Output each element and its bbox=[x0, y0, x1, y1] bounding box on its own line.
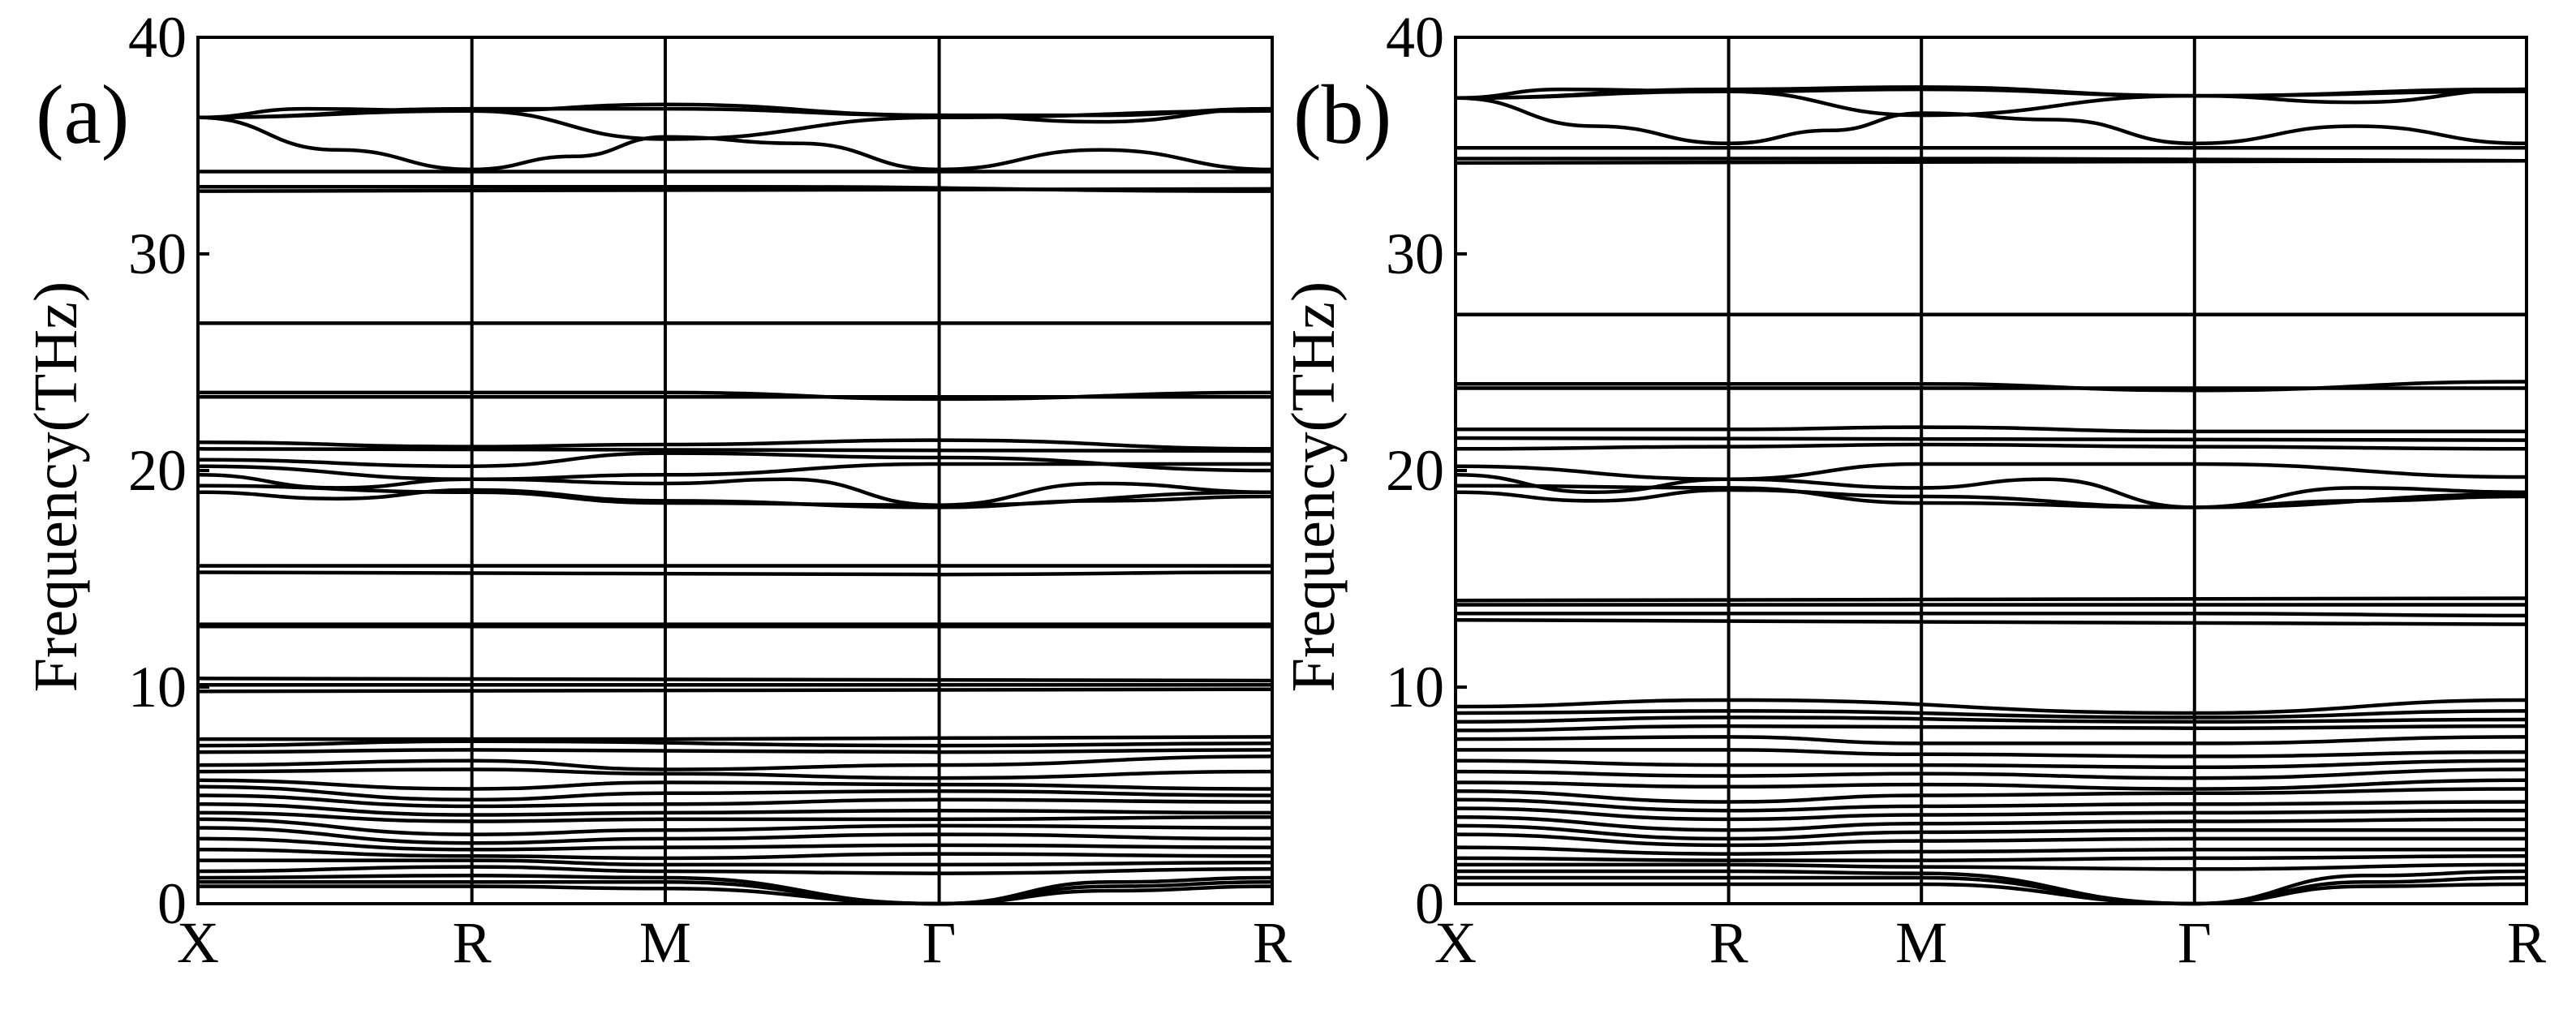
panel-b-band-28 bbox=[1455, 758, 2527, 770]
panel-b-band-40 bbox=[1456, 869, 2527, 906]
panel-a-band-34 bbox=[197, 810, 1273, 823]
panel-b-band-16 bbox=[1455, 483, 2527, 509]
panel-b-band-29 bbox=[1455, 767, 2527, 780]
panel-b-band-11 bbox=[1456, 425, 2527, 434]
panel-a-ytick-label-2: 20 bbox=[128, 438, 187, 503]
panel-b-band-7 bbox=[1455, 158, 2527, 165]
panel-a-band-40 bbox=[197, 865, 1273, 875]
panel-a-ytick-label-0: 0 bbox=[157, 871, 187, 936]
panel-a-band-41 bbox=[197, 874, 1273, 906]
panel-a-band-28 bbox=[197, 754, 1273, 771]
panel-b-band-31 bbox=[1455, 787, 2527, 804]
panel-b-band-35 bbox=[1455, 823, 2527, 841]
panel-b-ytick-label-1: 10 bbox=[1386, 655, 1444, 720]
panel-a-xtick-label-1: R bbox=[453, 910, 492, 975]
panel-b-band-3 bbox=[1455, 96, 2527, 146]
panel-a-band-19 bbox=[197, 570, 1273, 577]
panel-a-band-29 bbox=[197, 767, 1273, 780]
panel-b-band-38 bbox=[1455, 854, 2527, 862]
panel-b-band-23 bbox=[1455, 709, 2527, 720]
panel-a: Frequency(THz) (a) 0 10 20 30 40 X R M Γ R bbox=[22, 5, 1292, 975]
panel-b-ytick-label-0: 0 bbox=[1415, 871, 1444, 936]
panel-b-band-39 bbox=[1456, 862, 2527, 871]
panel-b-band-27 bbox=[1456, 748, 2527, 758]
panel-b-band-34 bbox=[1455, 814, 2527, 832]
panel-a-xtick-label-0: X bbox=[177, 910, 219, 975]
panel-a-band-17 bbox=[197, 488, 1273, 509]
panel-a-ytick-label-1: 10 bbox=[128, 655, 187, 720]
panel-b-band-12 bbox=[1455, 436, 2527, 442]
panel-b-bands bbox=[1455, 85, 2527, 906]
panel-b-band-36 bbox=[1455, 832, 2527, 848]
panel-a-band-39 bbox=[198, 858, 1273, 867]
panel-a-band-43 bbox=[198, 884, 1273, 906]
panel-b-band-21 bbox=[1455, 617, 2527, 626]
panel-a-xtick-label-4: R bbox=[1253, 910, 1292, 975]
panel-a-band-33 bbox=[197, 801, 1273, 817]
panel-a-band-32 bbox=[197, 793, 1273, 809]
panel-b-band-15 bbox=[1455, 473, 2527, 509]
panel-a-band-31 bbox=[197, 784, 1273, 802]
panel-a-band-36 bbox=[197, 826, 1273, 845]
panel-a-band-13 bbox=[197, 451, 1273, 473]
panel-a-band-25 bbox=[198, 735, 1273, 741]
panel-a-band-12 bbox=[197, 447, 1273, 453]
panel-b: Frequency(THz) (b) 0 10 20 30 40 X R M Γ R bbox=[1279, 5, 2546, 975]
panel-b-band-32 bbox=[1455, 797, 2527, 813]
panel-b-band-25 bbox=[1455, 724, 2527, 733]
panel-a-band-26 bbox=[197, 739, 1273, 748]
panel-a-band-7 bbox=[197, 187, 1273, 193]
panel-a-band-27 bbox=[197, 748, 1273, 754]
panel-a-band-11 bbox=[197, 438, 1273, 451]
panel-a-bands bbox=[197, 102, 1273, 906]
panel-b-xtick-label-1: R bbox=[1709, 910, 1748, 975]
panel-b-band-37 bbox=[1455, 845, 2527, 856]
panel-b-xtick-label-3: Γ bbox=[2178, 910, 2212, 975]
panel-a-label: (a) bbox=[36, 68, 129, 161]
panel-a-ylabel: Frequency(THz) bbox=[22, 281, 90, 692]
panel-b-label: (b) bbox=[1293, 68, 1391, 161]
panel-b-ytick-label-2: 20 bbox=[1386, 438, 1444, 503]
panel-a-band-15 bbox=[197, 473, 1273, 507]
panel-a-xtick-label-2: M bbox=[639, 910, 691, 975]
panel-b-band-4 bbox=[1455, 89, 2527, 118]
panel-b-ytick-label-4: 40 bbox=[1386, 5, 1444, 70]
panel-b-ylabel: Frequency(THz) bbox=[1279, 281, 1348, 692]
panel-a-band-3 bbox=[197, 115, 1273, 172]
panel-b-band-2 bbox=[1455, 87, 2527, 105]
panel-b-band-33 bbox=[1455, 806, 2527, 822]
panel-a-band-35 bbox=[197, 817, 1273, 836]
panel-a-band-24 bbox=[197, 687, 1273, 694]
panel-b-band-30 bbox=[1455, 778, 2527, 791]
panel-b-band-20 bbox=[1455, 611, 2527, 618]
panel-b-band-42 bbox=[1455, 882, 2527, 906]
panel-b-band-13 bbox=[1455, 442, 2527, 451]
panel-b-band-24 bbox=[1455, 715, 2527, 724]
panel-b-xtick-label-2: M bbox=[1895, 910, 1947, 975]
panel-a-band-14 bbox=[197, 462, 1272, 481]
panel-a-band-30 bbox=[197, 778, 1273, 791]
panel-a-band-37 bbox=[197, 836, 1273, 852]
panel-a-band-42 bbox=[198, 880, 1273, 906]
panel-a-band-22 bbox=[197, 677, 1273, 683]
panel-b-band-41 bbox=[1455, 875, 2527, 906]
panel-b-xtick-label-4: R bbox=[2507, 910, 2546, 975]
panel-b-xtick-label-0: X bbox=[1434, 910, 1477, 975]
panel-a-ytick-label-4: 40 bbox=[128, 5, 187, 70]
panel-b-band-22 bbox=[1455, 698, 2527, 715]
panel-b-band-17 bbox=[1455, 488, 2527, 509]
panel-a-band-2 bbox=[197, 102, 1273, 124]
panel-b-ytick-label-3: 30 bbox=[1386, 221, 1444, 286]
panel-a-band-4 bbox=[197, 109, 1273, 141]
panel-a-xtick-label-3: Γ bbox=[922, 910, 957, 975]
panel-a-ytick-label-3: 30 bbox=[128, 221, 187, 286]
panel-b-band-14 bbox=[1455, 462, 2527, 481]
panel-a-band-38 bbox=[197, 848, 1273, 861]
panel-b-band-18 bbox=[1455, 596, 2527, 603]
panel-b-band-26 bbox=[1455, 735, 2527, 746]
